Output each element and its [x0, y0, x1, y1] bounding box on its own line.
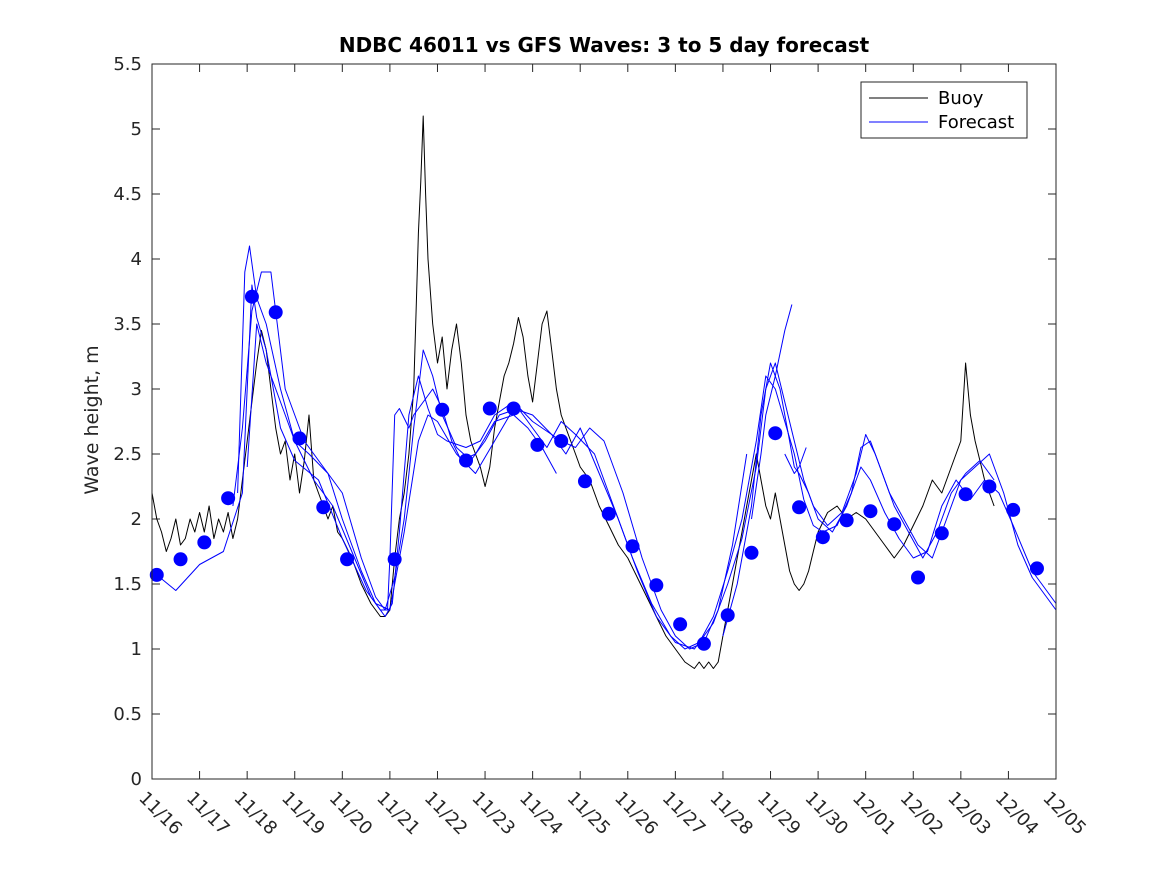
series-layer [151, 115, 1057, 669]
y-tick-label: 2.5 [113, 444, 142, 465]
forecast-marker [887, 517, 902, 532]
forecast-marker [577, 474, 592, 489]
forecast-marker [768, 426, 783, 441]
forecast-marker [673, 617, 688, 632]
forecast-marker [958, 487, 973, 502]
forecast-marker [482, 401, 497, 416]
chart-title: NDBC 46011 vs GFS Waves: 3 to 5 day fore… [339, 33, 870, 57]
forecast-marker [197, 535, 212, 550]
legend-forecast-label: Forecast [938, 112, 1014, 133]
legend: Buoy Forecast [860, 81, 1028, 139]
forecast-marker [696, 636, 711, 651]
forecast-marker [815, 530, 830, 545]
frame-layer [151, 63, 1057, 780]
y-axis-label: Wave height, m [81, 345, 103, 494]
markers-layer [149, 289, 1044, 651]
y-tick-label: 5.5 [113, 54, 142, 75]
buoy-series-line [151, 115, 995, 669]
forecast-marker [173, 552, 188, 567]
forecast-marker [601, 506, 616, 521]
y-tick-label: 0.5 [113, 704, 142, 725]
forecast-marker [340, 552, 355, 567]
forecast-marker [720, 608, 735, 623]
forecast-marker [1029, 561, 1044, 576]
y-tick-label: 4 [131, 249, 142, 270]
y-tick-label: 2 [131, 509, 142, 530]
forecast-marker [221, 491, 236, 506]
y-tick-label: 5 [131, 119, 142, 140]
forecast-marker [1006, 502, 1021, 517]
forecast-series-line [237, 245, 748, 650]
forecast-marker [839, 513, 854, 528]
legend-box [860, 81, 1028, 139]
forecast-marker [387, 552, 402, 567]
forecast-marker [292, 431, 307, 446]
y-tick-label: 0 [131, 769, 142, 790]
forecast-marker [792, 500, 807, 515]
forecast-marker [435, 402, 450, 417]
forecast-series-line [751, 304, 793, 520]
forecast-series-line [784, 447, 807, 474]
forecast-marker [649, 578, 664, 593]
forecast-marker [268, 305, 283, 320]
forecast-marker [316, 500, 331, 515]
forecast-marker [744, 545, 759, 560]
y-tick-label: 3.5 [113, 314, 142, 335]
forecast-marker [530, 437, 545, 452]
legend-buoy-label: Buoy [938, 88, 984, 109]
forecast-marker [459, 453, 474, 468]
forecast-marker [934, 526, 949, 541]
forecast-marker [244, 289, 259, 304]
forecast-marker [863, 504, 878, 519]
plot-frame [151, 63, 1057, 780]
forecast-marker [554, 434, 569, 448]
y-tick-label: 1.5 [113, 574, 142, 595]
forecast-marker [506, 401, 521, 416]
forecast-marker [911, 570, 926, 585]
y-tick-label: 4.5 [113, 184, 142, 205]
y-tick-label: 1 [131, 639, 142, 660]
forecast-marker [149, 567, 164, 582]
y-tick-label: 3 [131, 379, 142, 400]
forecast-marker [625, 539, 640, 554]
forecast-marker [982, 479, 997, 494]
forecast-series-line [246, 323, 1057, 650]
